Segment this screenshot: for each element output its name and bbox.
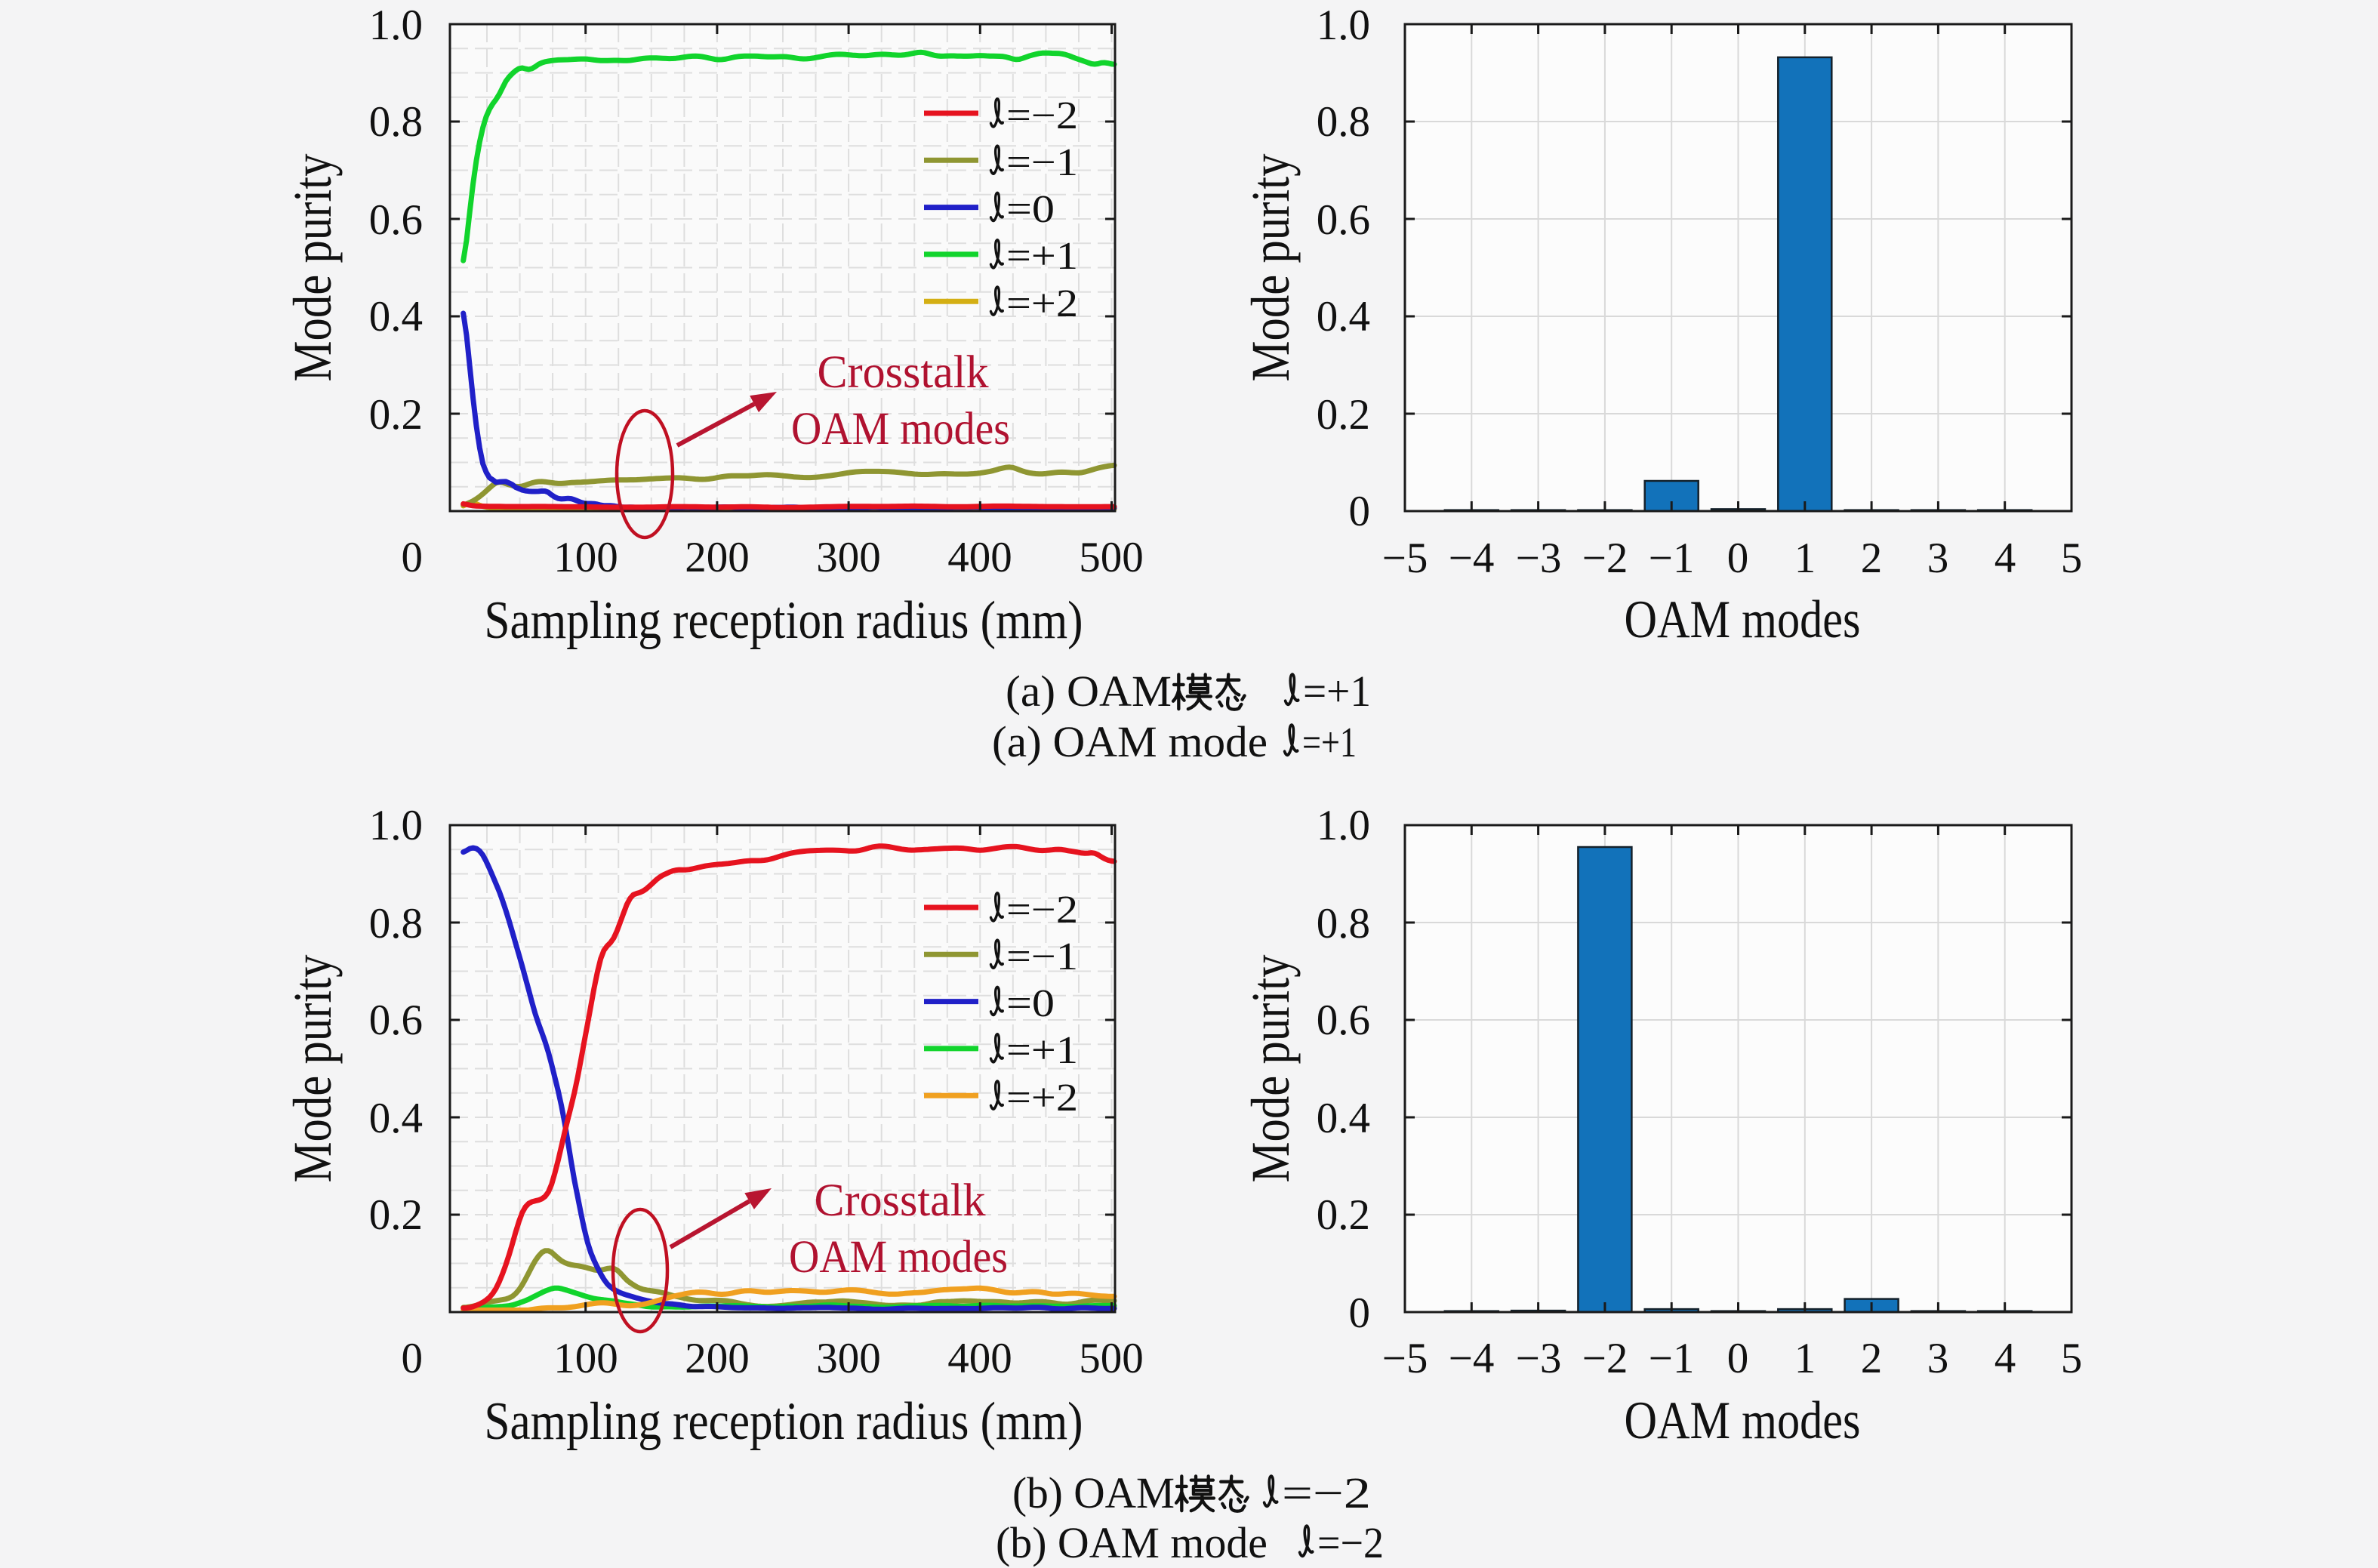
svg-text:(a) OAM: (a) OAM (1006, 667, 1172, 716)
svg-text:0.2: 0.2 (369, 391, 423, 439)
svg-text:Mode purity: Mode purity (1240, 955, 1301, 1183)
svg-text:0.8: 0.8 (1317, 900, 1370, 947)
svg-text:4: 4 (1995, 534, 2016, 582)
svg-text:Mode purity: Mode purity (1240, 154, 1301, 382)
svg-text:0.4: 0.4 (1317, 1095, 1370, 1142)
svg-text:(b) OAM: (b) OAM (1012, 1468, 1175, 1517)
svg-text:0.4: 0.4 (369, 293, 423, 340)
svg-text:1: 1 (1794, 534, 1816, 582)
svg-text:100: 100 (553, 1335, 618, 1382)
svg-text:=−2: =−2 (1282, 1468, 1371, 1517)
svg-text:OAM modes: OAM modes (1625, 1391, 1861, 1450)
svg-text:−4: −4 (1449, 1335, 1495, 1382)
svg-text:−5: −5 (1382, 534, 1428, 582)
svg-text:=+2: =+2 (1006, 282, 1078, 325)
svg-text:1.0: 1.0 (369, 802, 423, 849)
svg-text:=+1: =+1 (1006, 235, 1078, 278)
svg-text:−3: −3 (1516, 534, 1562, 582)
svg-text:−2: −2 (1582, 1335, 1628, 1382)
svg-text:OAM modes: OAM modes (789, 1232, 1008, 1283)
svg-text:−3: −3 (1516, 1335, 1562, 1382)
svg-text:=0: =0 (1006, 188, 1055, 231)
svg-text:0: 0 (1349, 488, 1371, 535)
svg-text:=0: =0 (1006, 982, 1055, 1025)
svg-text:0.8: 0.8 (369, 98, 423, 146)
svg-text:=−2: =−2 (1006, 94, 1078, 137)
svg-text:1.0: 1.0 (369, 2, 423, 49)
svg-text:500: 500 (1079, 534, 1144, 581)
svg-text:Crosstalk: Crosstalk (818, 347, 989, 398)
svg-text:300: 300 (816, 1335, 881, 1382)
svg-text:(a) OAM mode: (a) OAM mode (992, 717, 1268, 766)
svg-text:2: 2 (1861, 1335, 1883, 1382)
svg-text:OAM modes: OAM modes (791, 404, 1010, 454)
svg-text:0: 0 (402, 534, 424, 581)
svg-text:=+1: =+1 (1006, 1029, 1078, 1072)
svg-text:−1: −1 (1649, 534, 1695, 582)
svg-text:=−1: =−1 (1006, 935, 1078, 978)
svg-text:1.0: 1.0 (1317, 2, 1370, 49)
svg-text:0.6: 0.6 (1317, 997, 1370, 1044)
svg-text:400: 400 (947, 534, 1012, 581)
svg-text:0: 0 (402, 1335, 424, 1382)
svg-text:200: 200 (685, 1335, 750, 1382)
svg-text:−2: −2 (1582, 534, 1628, 582)
svg-text:(b) OAM mode: (b) OAM mode (996, 1518, 1268, 1567)
svg-text:0: 0 (1727, 534, 1749, 582)
svg-text:0.6: 0.6 (369, 997, 423, 1044)
svg-text:0.4: 0.4 (369, 1095, 423, 1142)
svg-text:0: 0 (1349, 1289, 1371, 1337)
svg-text:OAM modes: OAM modes (1625, 590, 1861, 649)
svg-text:500: 500 (1079, 1335, 1144, 1382)
svg-text:0.6: 0.6 (369, 196, 423, 244)
svg-text:0.2: 0.2 (369, 1191, 423, 1239)
svg-text:Mode purity: Mode purity (282, 955, 343, 1183)
svg-text:5: 5 (2061, 1335, 2083, 1382)
svg-text:1: 1 (1794, 1335, 1816, 1382)
svg-text:300: 300 (816, 534, 881, 581)
svg-text:0.2: 0.2 (1317, 1191, 1370, 1239)
svg-text:=−2: =−2 (1006, 889, 1078, 932)
svg-text:0.4: 0.4 (1317, 293, 1370, 340)
svg-text:=−1: =−1 (1006, 141, 1078, 184)
svg-text:=−2: =−2 (1317, 1518, 1384, 1567)
svg-text:4: 4 (1995, 1335, 2016, 1382)
svg-text:Mode purity: Mode purity (282, 154, 343, 382)
svg-text:Sampling reception radius (mm): Sampling reception radius (mm) (485, 1392, 1083, 1451)
svg-text:1.0: 1.0 (1317, 802, 1370, 849)
svg-text:0.2: 0.2 (1317, 391, 1370, 439)
svg-text:0.8: 0.8 (369, 900, 423, 947)
svg-text:3: 3 (1927, 534, 1949, 582)
svg-text:2: 2 (1861, 534, 1883, 582)
svg-text:=+2: =+2 (1006, 1077, 1078, 1120)
svg-text:0: 0 (1727, 1335, 1749, 1382)
svg-text:100: 100 (553, 534, 618, 581)
svg-text:200: 200 (685, 534, 750, 581)
svg-text:400: 400 (947, 1335, 1012, 1382)
svg-text:−4: −4 (1449, 534, 1495, 582)
svg-text:−1: −1 (1649, 1335, 1695, 1382)
svg-text:0.6: 0.6 (1317, 196, 1370, 244)
svg-text:0.8: 0.8 (1317, 98, 1370, 146)
svg-text:−5: −5 (1382, 1335, 1428, 1382)
svg-text:3: 3 (1927, 1335, 1949, 1382)
svg-text:=+1: =+1 (1302, 719, 1357, 766)
svg-text:Crosstalk: Crosstalk (815, 1175, 986, 1226)
svg-text:Sampling reception radius (mm): Sampling reception radius (mm) (485, 591, 1083, 650)
svg-text:=+1: =+1 (1303, 667, 1371, 716)
svg-text:5: 5 (2061, 534, 2083, 582)
